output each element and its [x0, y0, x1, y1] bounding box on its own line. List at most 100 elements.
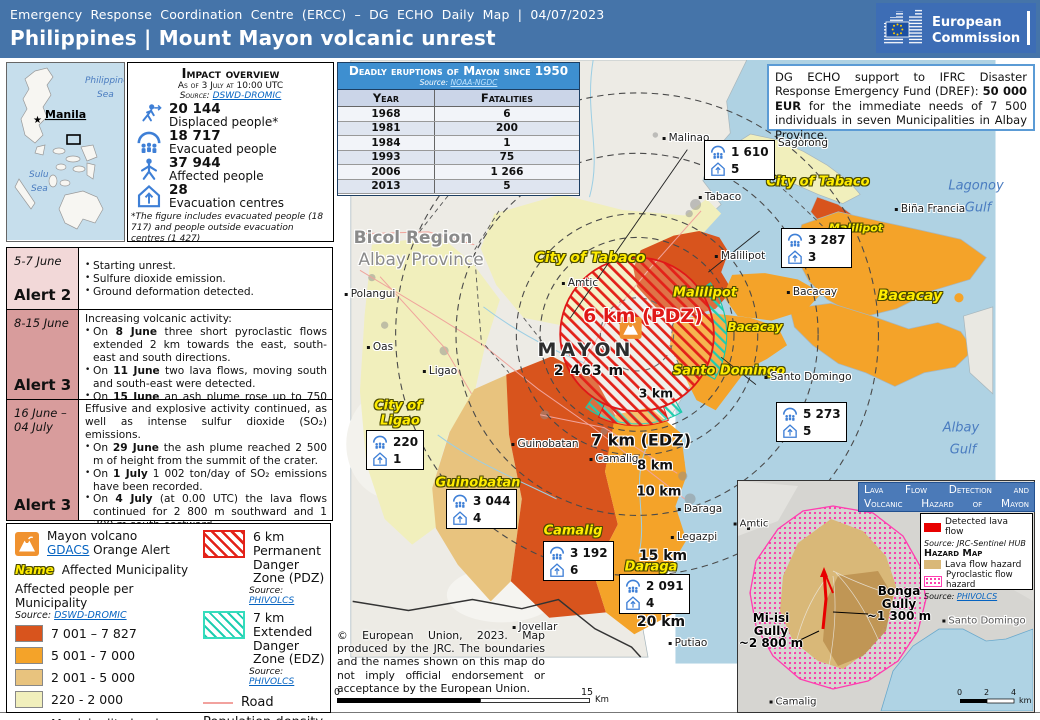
ec-logo: European Commission [876, 3, 1036, 53]
callout-evacuated-row: 3 287 [787, 231, 846, 248]
municipality-label: City of [374, 398, 422, 414]
evacuated-people-icon [452, 494, 468, 509]
table-row: 1968 6 [338, 106, 579, 122]
town-label: Sagòrong [771, 137, 828, 149]
callout-evacuated-row: 220 [372, 433, 418, 450]
eruptions-source-link[interactable]: NOAA-NGDC [450, 78, 498, 87]
legend-people-title: Affected people per Municipality [15, 581, 134, 610]
page-title: Philippines | Mount Mayon volcanic unres… [10, 26, 496, 50]
alert-level: Alert 3 [14, 496, 72, 514]
evacuation-centre-icon [783, 423, 797, 438]
callout-centres-row: 5 [710, 160, 769, 177]
town-label: Malinao [662, 132, 709, 144]
pyroclastic-hazard-swatch [924, 575, 942, 587]
province-label: Albay Province [358, 250, 484, 270]
detected-lava-flow [821, 570, 828, 630]
inset-legend: Detected lava flow Source: JRC-Sentinel … [920, 513, 1033, 601]
col-year: Year [338, 90, 435, 107]
volcano-icon [15, 531, 39, 556]
distance-annotation: 20 km [636, 614, 686, 630]
logo-text-1: European [932, 15, 1002, 30]
inset-title: Lava Flow Detection and Volcanic Hazard o… [858, 482, 1035, 512]
timeline-bullet: On 1 July 1 002 ton/day of SO₂ emissions… [85, 468, 327, 494]
centres-count: 1 [393, 451, 402, 466]
legend-class-row: 5 001 - 7 000 [15, 646, 195, 664]
evacuated-people-icon [625, 579, 641, 594]
evacuated-people-icon [372, 435, 388, 450]
timeline-row-1: 5-7 June Alert 2 Starting unrest.Sulfure… [6, 247, 333, 311]
evacuation-centre-icon [550, 562, 564, 577]
municipality-label: Guinobatan [435, 475, 521, 491]
lava-hazard-swatch [924, 560, 941, 570]
municipality-name-sample: Name [15, 562, 54, 577]
evacuated-count: 2 091 [646, 578, 684, 593]
town-label: Amtic [561, 277, 598, 289]
timeline-bullet: On 4 July (at 0.00 UTC) the lava flows c… [85, 493, 327, 532]
scale-mid: 15 [581, 687, 594, 698]
timeline-row-2: 8-15 June Alert 3 Increasing volcanic ac… [6, 309, 333, 415]
table-row: 1981 200 [338, 121, 579, 136]
legend-class-row: 2 001 - 5 000 [15, 668, 195, 686]
evacuated-count: 5 273 [803, 406, 841, 421]
town-label: Bacacay [786, 286, 837, 298]
legend-classes: 7 001 – 7 827 5 001 - 7 000 2 001 - 5 000 2… [15, 624, 195, 708]
callout-evacuated-row: 3 044 [452, 492, 511, 509]
impact-title: Impact overview [181, 66, 280, 82]
edz-source-link[interactable]: PHIVOLCS [249, 677, 295, 687]
table-row: 2006 1 266 [338, 164, 579, 180]
header-subtitle: Emergency Response Coordination Centre (… [10, 7, 605, 22]
impact-source-link[interactable]: DSWD-DROMIC [212, 91, 282, 101]
legend-edz: 7 km Extended Danger Zone (EDZ) [203, 611, 329, 666]
eruptions-table-panel: Deadly eruptions of Mayon since 1950 Sou… [337, 62, 580, 196]
gully-label: Mi-isi Gully ~2 800 m [738, 611, 804, 651]
inset-town-label: Amtic [733, 519, 768, 530]
water-label: Gulf [949, 442, 977, 458]
legend-source-link[interactable]: DSWD-DROMIC [54, 609, 127, 621]
town-label: Santo Domingo [764, 371, 852, 383]
callout-evacuated-row: 1 610 [710, 143, 769, 160]
evacuation-callout: 220 1 [366, 430, 425, 470]
timeline-bullet: Starting unrest. [85, 260, 327, 273]
evacuated-count: 220 [393, 434, 419, 449]
evacuation-centre-icon [373, 451, 387, 466]
timeline-bullet: On 29 June the ash plume reached 2 500 m… [85, 442, 327, 468]
evacuation-callout: 3 287 3 [781, 228, 852, 268]
town-label: Biña Francia [894, 203, 965, 215]
municipality-label: Bacacay [877, 288, 943, 304]
municipality-label: Malilipot [673, 285, 737, 301]
distance-annotation: 10 km [636, 484, 682, 500]
eruptions-source-label: Source: [419, 78, 449, 87]
town-label: Ligao [422, 365, 457, 377]
evacuation-callout: 3 044 4 [446, 489, 517, 529]
header-bar: Emergency Response Coordination Centre (… [0, 0, 1040, 58]
detected-lava-swatch [924, 522, 941, 532]
inset-source-link[interactable]: PHIVOLCS [956, 591, 998, 601]
centres-count: 3 [808, 249, 817, 264]
inset-town-label: Santo Domingo [942, 616, 1026, 627]
class-color-swatch [15, 646, 43, 664]
centres-count: 5 [731, 161, 740, 176]
evacuation-callout: 3 192 6 [543, 541, 614, 581]
gdacs-link[interactable]: GDACS [47, 542, 90, 557]
impact-source-label: Source: [179, 91, 210, 101]
gully-label: Bonga Gully ~1 300 m [866, 584, 932, 624]
town-label: Jovellar [512, 621, 557, 633]
evacuation-centre-icon [711, 161, 725, 176]
legend-municipality-border: Municipality border [15, 716, 195, 720]
municipality-label: Bacacay [727, 320, 783, 334]
road-line [203, 701, 233, 704]
impact-footnote: *The figure includes evacuated people (1… [131, 212, 324, 244]
centres-count: 4 [646, 595, 655, 610]
scale-unit: Km [595, 695, 609, 705]
town-label: Polangui [344, 288, 395, 300]
sulu-sea-label: Sulu [29, 170, 49, 180]
table-row: 1993 75 [338, 150, 579, 165]
town-label: Daraga [677, 503, 722, 515]
callout-centres-row: 3 [787, 248, 846, 265]
municipality-label: City of Tabaco [766, 174, 870, 190]
pdz-source-link[interactable]: PHIVOLCS [249, 596, 295, 606]
town-label: Putiao [668, 637, 707, 649]
class-range-label: 220 - 2 000 [51, 691, 124, 707]
water-label: Lagonoy [948, 178, 1004, 194]
callout-centres-row: 6 [549, 561, 608, 578]
